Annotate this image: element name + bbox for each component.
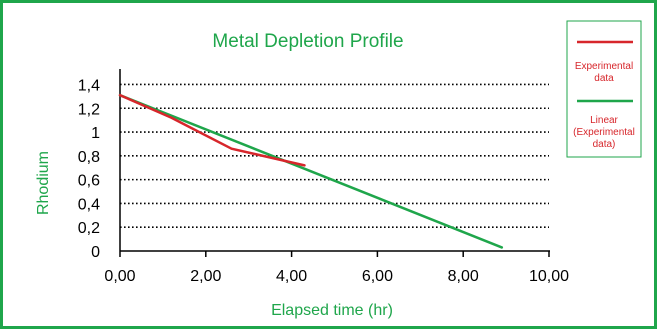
legend-label-experimental-2: data (594, 73, 614, 84)
x-axis-title: Elapsed time (hr) (271, 302, 393, 319)
chart-canvas: Metal Depletion Profile Rhodium Elapsed … (35, 20, 642, 319)
chart-title: Metal Depletion Profile (212, 31, 403, 52)
legend-box (566, 20, 642, 158)
x-tick-label: 8,00 (448, 268, 479, 285)
y-tick-label: 0 (91, 244, 100, 261)
y-tick-label: 0,4 (78, 196, 100, 213)
series-line-linear (118, 93, 504, 249)
legend-label-linear-1: Linear (590, 115, 618, 126)
y-tick-label: 1,2 (78, 101, 100, 118)
series (118, 93, 504, 249)
legend-label-linear-3: data) (593, 139, 616, 150)
y-tick-label: 1,4 (78, 77, 100, 94)
tick-labels: 0,00 2,00 4,00 6,00 8,00 10,00 0 0,2 0,4 0,6 0,8 1 1… (78, 77, 569, 285)
x-tick-label: 4,00 (276, 268, 307, 285)
legend-label-linear-2: (Experimental (573, 127, 635, 138)
legend: Experimental data Linear (Experimental d… (566, 20, 642, 158)
axes (119, 69, 550, 257)
y-tick-label: 0,2 (78, 220, 100, 237)
x-tick-label: 10,00 (529, 268, 569, 285)
series-line-experimental (118, 93, 306, 167)
x-tick-label: 6,00 (362, 268, 393, 285)
x-tick-label: 2,00 (190, 268, 221, 285)
x-tick-label: 0,00 (104, 268, 135, 285)
legend-label-experimental-1: Experimental (575, 61, 633, 72)
gridlines (120, 83, 549, 229)
y-axis-title: Rhodium (35, 151, 52, 215)
y-tick-label: 0,6 (78, 173, 100, 190)
y-tick-label: 1 (91, 125, 100, 142)
y-tick-label: 0,8 (78, 149, 100, 166)
